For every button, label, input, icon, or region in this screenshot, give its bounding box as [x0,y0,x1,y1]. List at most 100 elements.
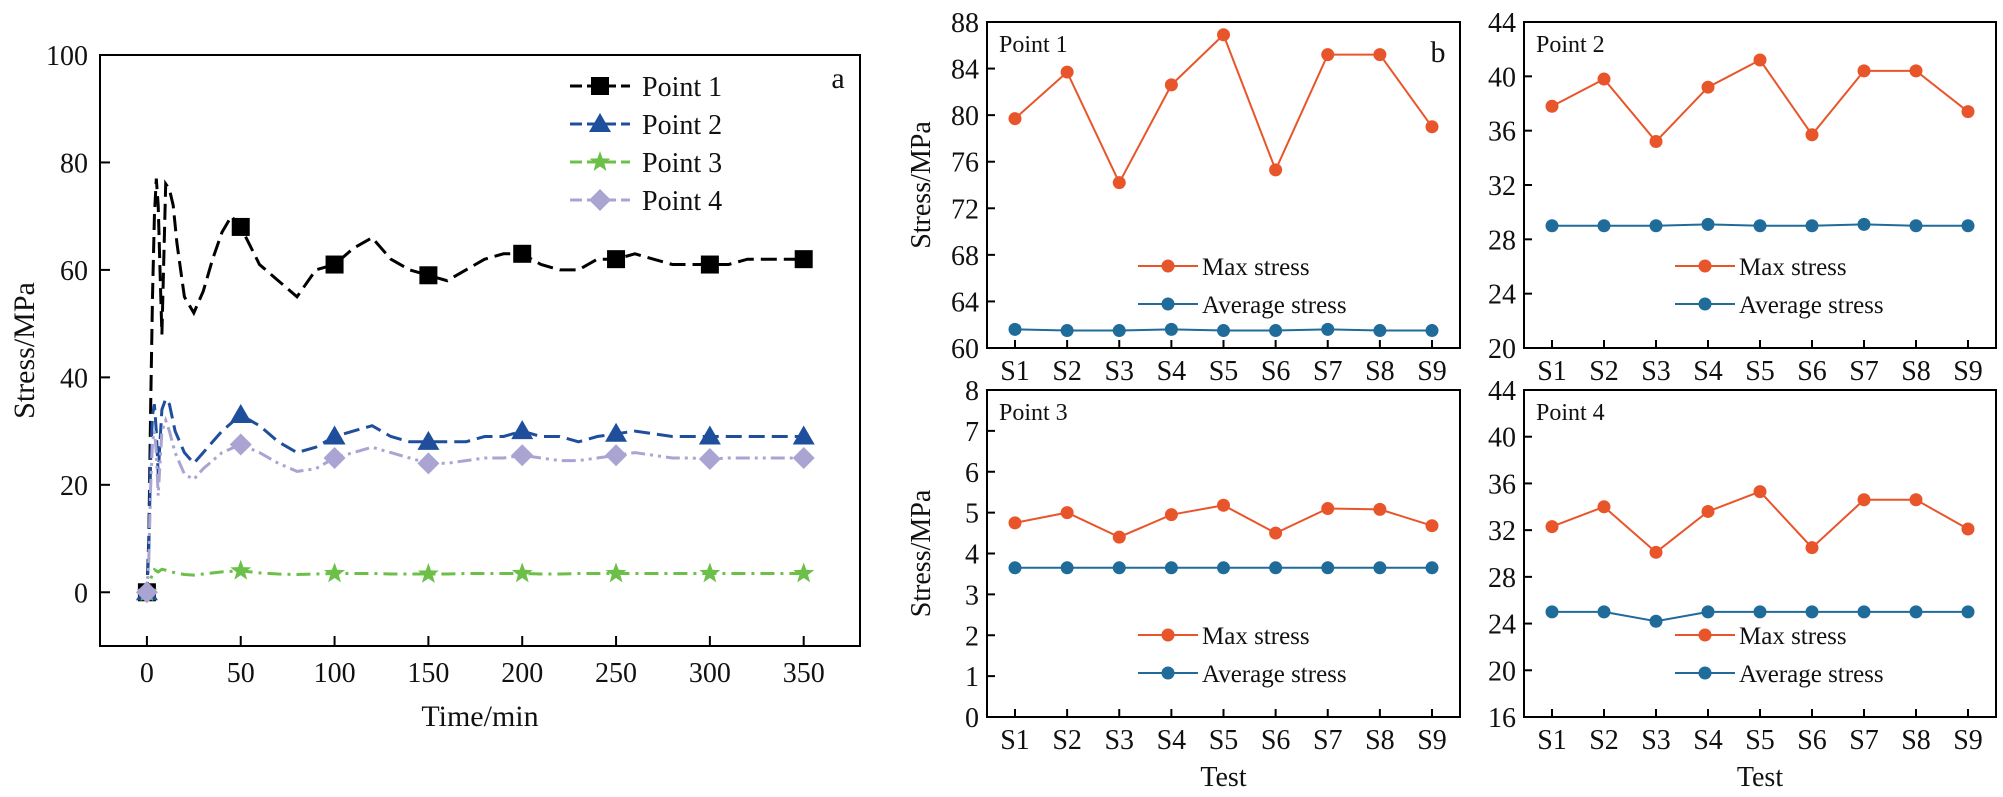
y-tick-label: 32 [1488,516,1516,547]
data-point [698,425,721,445]
y-tick-label: 88 [951,8,979,39]
legend-label: Average stress [1739,661,1884,688]
data-point [699,562,721,583]
y-tick-label: 28 [1488,563,1516,594]
y-tick-label: 76 [951,148,979,179]
legend-label: Max stress [1739,254,1847,281]
y-axis-label: Stress/MPa [906,489,937,617]
x-tick-label: S9 [1953,725,1983,756]
x-tick-label: S8 [1365,725,1395,756]
y-tick-label: 60 [951,334,979,365]
legend-marker [589,151,611,171]
data-point [1649,135,1663,149]
data-point [1373,502,1387,516]
legend-marker [1161,259,1175,273]
data-point [1164,561,1178,575]
y-tick-label: 68 [951,241,979,272]
data-point [605,422,628,442]
data-point [1857,64,1871,78]
panel-title: Point 2 [1536,32,1605,58]
y-tick-label: 0 [74,578,88,609]
panel-a: 0 20 40 60 80 100 0 50 100 150 200 250 300 350 Time/mi… [8,41,861,733]
data-point [1373,324,1387,338]
x-tick-label: S9 [1417,725,1447,756]
x-tick-label: 200 [501,658,543,689]
data-point [792,446,815,469]
data-point [1060,561,1074,575]
data-point [1909,219,1923,233]
data-point [794,250,813,269]
legend-label: Average stress [1202,661,1347,688]
y-tick-label: 20 [1488,334,1516,365]
x-tick-label: S3 [1641,356,1671,387]
x-tick-label: 150 [407,658,449,689]
data-point [1649,219,1663,233]
data-point [511,562,533,583]
data-point [323,446,346,469]
data-point [1961,522,1975,536]
panel-letter: a [831,62,844,95]
data-point [323,425,346,445]
legend-label: Point 2 [642,110,722,141]
data-point [1425,561,1439,575]
data-point [1753,485,1767,499]
x-tick-label: S6 [1797,356,1827,387]
data-point [1857,493,1871,507]
x-tick-label: S6 [1261,725,1291,756]
legend-label: Point 3 [642,148,722,179]
data-point [1545,520,1559,534]
data-point [1164,78,1178,92]
data-point [1857,217,1871,231]
data-point [1008,516,1022,530]
data-point [417,452,440,475]
x-tick-label: S6 [1797,725,1827,756]
data-point [1753,219,1767,233]
data-point [1217,28,1230,42]
panel-letter: b [1431,36,1446,69]
x-tick-label: S3 [1641,725,1671,756]
data-point [1805,605,1819,619]
plot-frame [99,54,861,647]
y-tick-label: 16 [1488,703,1516,734]
y-axis-label: Stress/MPa [906,121,937,249]
legend-label: Max stress [1739,623,1847,650]
y-tick-label: 44 [1488,8,1516,39]
x-tick-label: S8 [1901,356,1931,387]
legend-label: Max stress [1202,623,1310,650]
data-point [1597,219,1611,233]
x-tick-label: S1 [1537,725,1567,756]
x-tick-label: 50 [227,658,255,689]
y-tick-label: 32 [1488,171,1516,202]
data-point [229,433,252,456]
y-tick-label: 40 [60,363,88,394]
y-tick-label: 3 [965,580,979,611]
panel-point-4: 16 20 24 28 32 36 40 44 S1 S2 S3 S4 S5 S6 S7 S8 S9 Point … [1488,376,1997,793]
data-point [1961,219,1975,233]
data-point [511,444,534,467]
data-point [1269,163,1283,177]
x-tick-label: S5 [1745,725,1775,756]
data-point [1425,120,1439,134]
data-point [231,217,250,236]
x-tick-label: S2 [1052,725,1082,756]
data-point [1164,322,1178,336]
data-point [1321,502,1335,516]
x-tick-label: S9 [1953,356,1983,387]
y-tick-label: 36 [1488,469,1516,500]
data-point [1112,324,1126,338]
y-tick-label: 72 [951,194,979,225]
series-line [141,178,804,594]
panel-title: Point 1 [999,32,1068,58]
data-point [1008,112,1022,126]
data-point [417,563,439,583]
legend-label: Point 1 [642,72,722,103]
x-tick-label: S6 [1261,356,1291,387]
data-point [230,559,252,580]
data-point [1112,530,1126,544]
series-line [1551,490,1969,554]
y-tick-label: 100 [46,41,88,72]
data-point [1701,80,1715,94]
panel-point-1: 60 64 68 72 76 80 84 88 S1 S2 S3 S4 S5 S6 S7 S8 S9 Point … [906,8,1461,387]
data-point [1217,498,1230,512]
